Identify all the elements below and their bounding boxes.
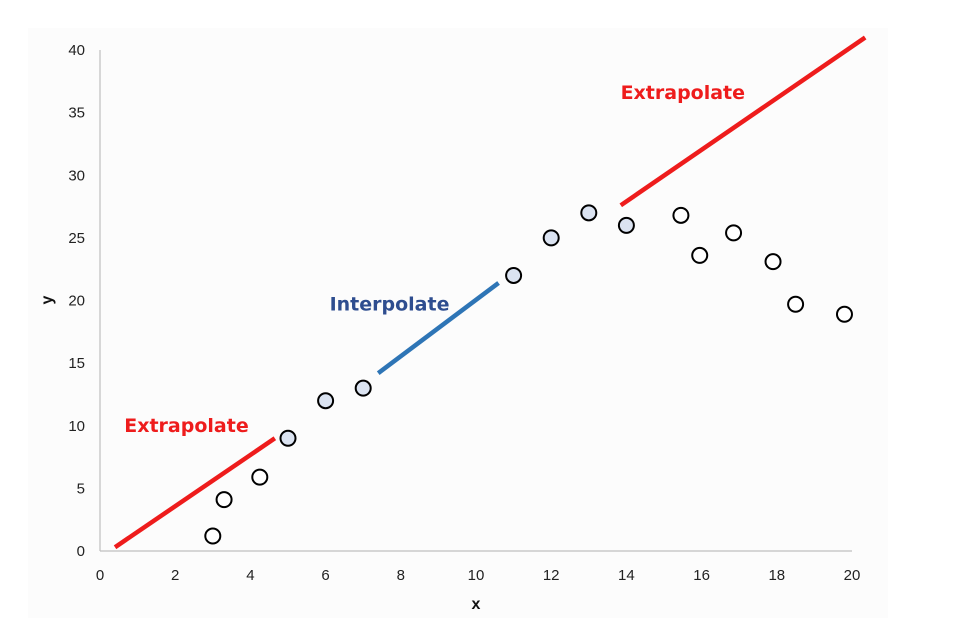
fit-line-segment bbox=[113, 436, 277, 550]
filled-data-point bbox=[580, 204, 598, 222]
y-tick-label: 10 bbox=[68, 418, 85, 435]
fit-line-segment bbox=[619, 35, 867, 208]
open-data-point bbox=[691, 246, 709, 264]
open-data-point bbox=[672, 206, 690, 224]
tick-labels: 0 2 4 6 8 10 12 14 16 18 20 0 5 10 15 20 25 30 35 40 bbox=[68, 42, 860, 584]
filled-data-point bbox=[354, 379, 372, 397]
open-data-point bbox=[215, 491, 233, 509]
x-tick-label: 12 bbox=[543, 567, 560, 584]
x-axis-title: x bbox=[472, 596, 481, 613]
open-data-point bbox=[204, 527, 222, 545]
y-tick-label: 5 bbox=[77, 480, 85, 497]
x-tick-label: 20 bbox=[844, 567, 861, 584]
x-tick-label: 0 bbox=[96, 567, 104, 584]
axes bbox=[99, 50, 852, 552]
annotations: Extrapolate Interpolate Extrapolate bbox=[124, 82, 745, 437]
annotation-label: Extrapolate bbox=[124, 415, 248, 437]
y-tick-label: 0 bbox=[77, 543, 85, 560]
y-tick-label: 40 bbox=[68, 42, 85, 59]
fit-line-segment bbox=[376, 281, 500, 375]
filled-data-point bbox=[542, 229, 560, 247]
x-tick-label: 4 bbox=[246, 567, 254, 584]
open-data-point bbox=[251, 468, 269, 486]
open-data-point bbox=[787, 295, 805, 313]
filled-data-point bbox=[317, 392, 335, 410]
x-tick-label: 2 bbox=[171, 567, 179, 584]
y-tick-label: 15 bbox=[68, 355, 85, 372]
x-tick-label: 10 bbox=[468, 567, 485, 584]
filled-data-point bbox=[279, 429, 297, 447]
open-data-point bbox=[764, 253, 782, 271]
filled-data-point bbox=[617, 216, 635, 234]
x-tick-label: 6 bbox=[321, 567, 329, 584]
open-data-point bbox=[835, 305, 853, 323]
open-data-point bbox=[725, 224, 743, 242]
x-tick-label: 8 bbox=[397, 567, 405, 584]
filled-data-point bbox=[505, 266, 523, 284]
annotation-label: Interpolate bbox=[330, 294, 450, 316]
y-tick-label: 25 bbox=[68, 230, 85, 247]
x-tick-label: 18 bbox=[768, 567, 785, 584]
x-tick-label: 14 bbox=[618, 567, 635, 584]
annotation-label: Extrapolate bbox=[621, 82, 745, 104]
fit-lines bbox=[113, 35, 867, 550]
y-tick-label: 30 bbox=[68, 167, 85, 184]
y-tick-label: 20 bbox=[68, 293, 85, 310]
plot-background bbox=[28, 28, 888, 618]
x-tick-label: 16 bbox=[693, 567, 710, 584]
y-tick-label: 35 bbox=[68, 105, 85, 122]
data-points bbox=[204, 204, 853, 545]
y-axis-title: y bbox=[39, 295, 56, 304]
